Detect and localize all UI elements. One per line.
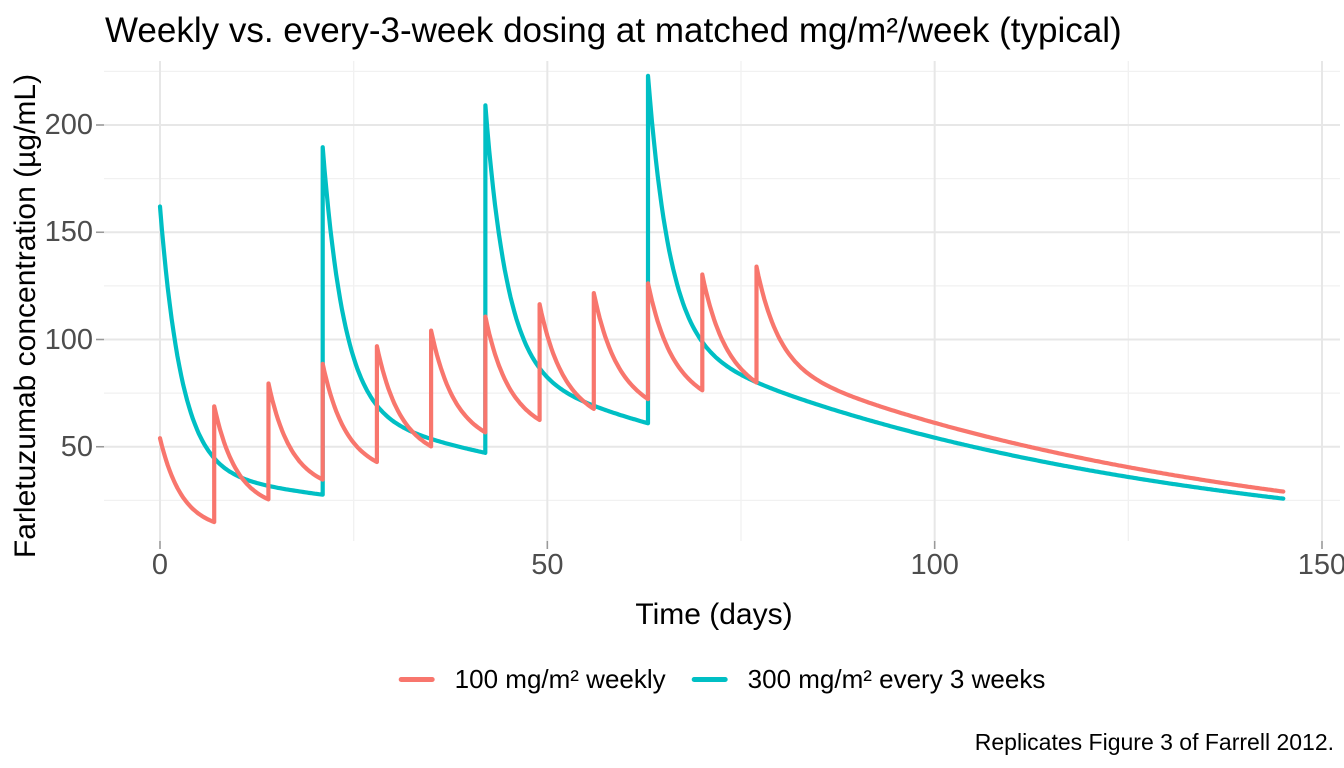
legend-item-q3w: 300 mg/m² every 3 weeks <box>691 664 1046 695</box>
x-tick-label: 0 <box>151 549 169 581</box>
x-axis-title: Time (days) <box>635 598 793 631</box>
legend-item-weekly: 100 mg/m² weekly <box>398 664 666 695</box>
x-tick-label: 100 <box>910 549 959 581</box>
series-line-300mg-q3w <box>157 73 1286 501</box>
y-tick-label: 200 <box>44 109 93 141</box>
legend-label-q3w: 300 mg/m² every 3 weeks <box>747 664 1046 694</box>
gridlines-major <box>104 61 1340 541</box>
y-tick-label: 100 <box>44 323 93 356</box>
chart-title: Weekly vs. every-3-week dosing at matche… <box>105 11 1122 50</box>
x-tick-label: 50 <box>531 549 564 581</box>
y-tick-label: 50 <box>60 430 93 463</box>
legend-key-q3w-line <box>691 677 728 682</box>
plot-panel <box>96 61 1340 549</box>
series-line-100mg-weekly <box>157 264 1286 525</box>
x-tick-label: 150 <box>1297 549 1344 581</box>
axis-tick-marks <box>96 124 1323 549</box>
legend-label-weekly: 100 mg/m² weekly <box>454 664 666 694</box>
y-axis-title: Farletuzumab concentration (µg/mL) <box>9 73 42 559</box>
gridlines-minor <box>104 61 1340 541</box>
legend: 100 mg/m² weekly 300 mg/m² every 3 weeks <box>398 664 1046 695</box>
chart-caption: Replicates Figure 3 of Farrell 2012. <box>974 729 1334 755</box>
y-tick-label: 150 <box>44 216 93 249</box>
legend-key-weekly-line <box>398 677 435 682</box>
